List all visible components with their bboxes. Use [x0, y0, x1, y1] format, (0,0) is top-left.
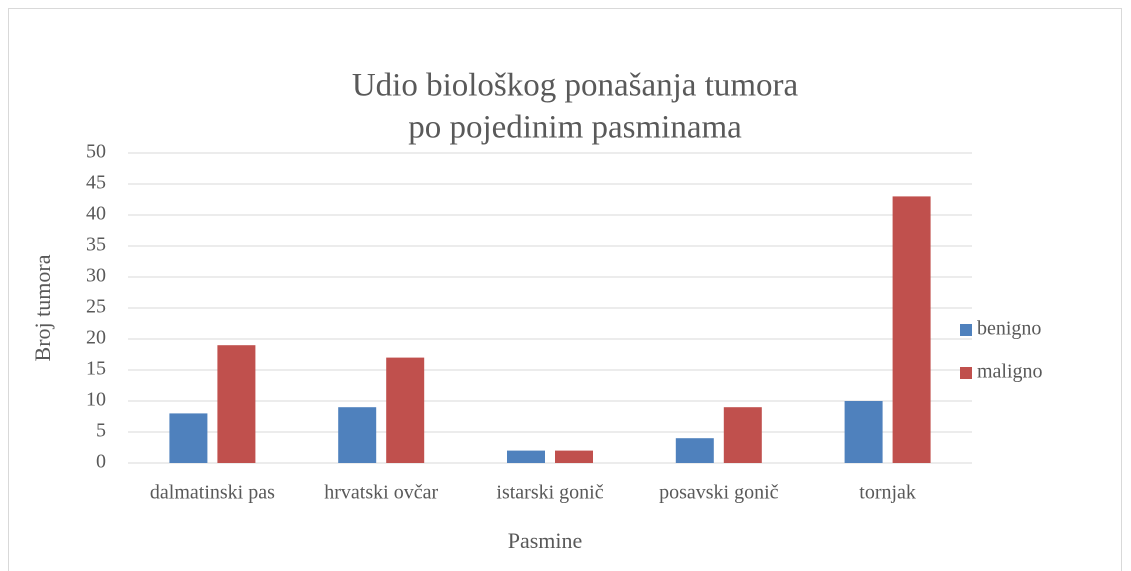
bar	[723, 407, 762, 463]
y-tick-label: 30	[86, 265, 106, 287]
bar	[555, 450, 593, 463]
bar	[386, 357, 425, 463]
chart-border	[8, 8, 1122, 571]
legend-swatch	[960, 367, 972, 379]
y-axis-label: Broj tumora	[30, 254, 55, 361]
x-tick-label: tornjak	[859, 482, 916, 504]
chart-title: po pojedinim pasminama	[408, 110, 742, 146]
bar	[217, 345, 256, 463]
y-tick-label: 40	[86, 203, 106, 225]
legend-label: benigno	[977, 318, 1041, 340]
y-tick-label: 0	[96, 451, 106, 473]
legend-label: maligno	[977, 361, 1043, 383]
bar	[507, 450, 545, 463]
y-tick-label: 5	[96, 420, 106, 442]
chart-title: Udio biološkog ponašanja tumora	[352, 68, 799, 104]
bar	[338, 407, 377, 463]
y-tick-label: 50	[86, 141, 106, 163]
bar	[844, 401, 883, 463]
y-tick-label: 15	[86, 358, 106, 380]
y-tick-label: 45	[86, 172, 106, 194]
y-tick-label: 25	[86, 296, 106, 318]
y-tick-label: 20	[86, 327, 106, 349]
y-tick-label: 35	[86, 234, 106, 256]
x-tick-label: posavski gonič	[659, 482, 779, 504]
x-tick-label: dalmatinski pas	[150, 482, 275, 504]
x-tick-label: istarski gonič	[496, 482, 603, 504]
x-tick-label: hrvatski ovčar	[324, 482, 438, 504]
bar	[892, 196, 931, 463]
legend-swatch	[960, 324, 972, 336]
x-axis-label: Pasmine	[508, 528, 583, 553]
bar	[675, 438, 714, 463]
y-tick-label: 10	[86, 389, 106, 411]
bar	[169, 413, 208, 463]
